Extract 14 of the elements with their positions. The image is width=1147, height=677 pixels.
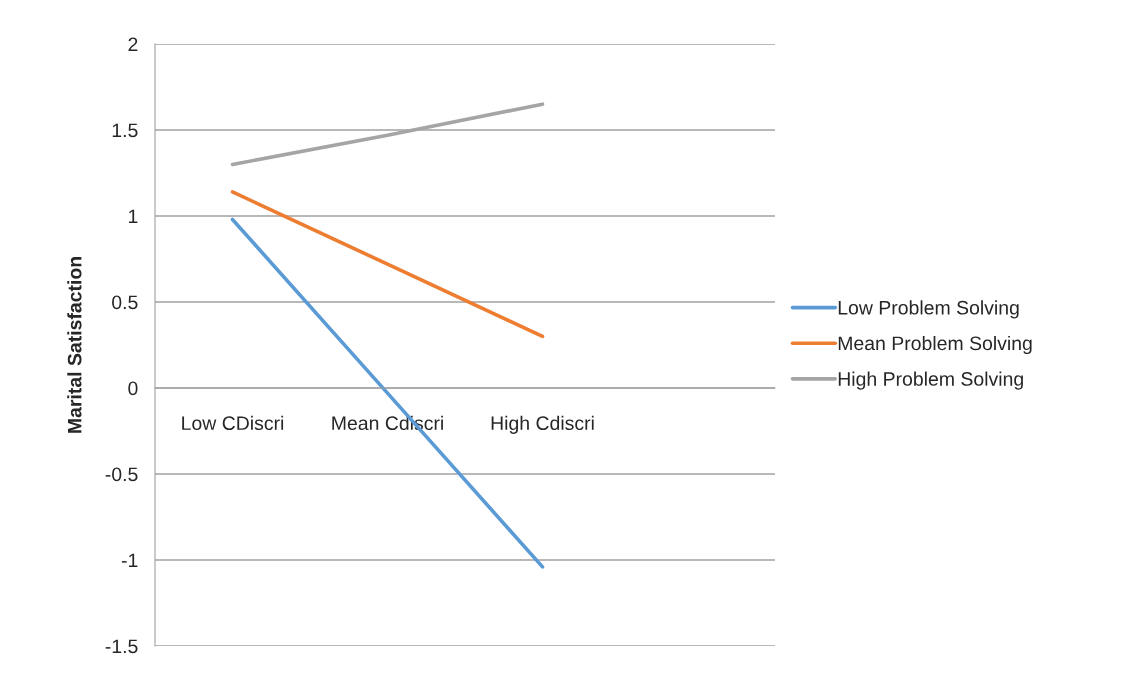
legend-label: Mean Problem Solving (838, 335, 1032, 355)
y-tick-label: 1.5 (112, 123, 138, 138)
x-tick-label: Low CDiscri (182, 415, 284, 431)
y-axis-title: Marital Satisfaction (67, 257, 82, 433)
legend-label: High Problem Solving (838, 371, 1023, 390)
y-tick-label: 2 (128, 37, 138, 52)
x-tick-label: High Cdiscri (491, 415, 594, 434)
y-tick-label: -1 (121, 553, 138, 568)
legend-label: Low Problem Solving (838, 300, 1019, 319)
y-tick-label: 1 (129, 209, 138, 224)
y-tick-label: -1.5 (105, 639, 138, 654)
y-tick-label: 0 (128, 381, 138, 396)
y-tick-label: 0.5 (112, 295, 138, 310)
y-tick-label: -0.5 (105, 467, 138, 482)
